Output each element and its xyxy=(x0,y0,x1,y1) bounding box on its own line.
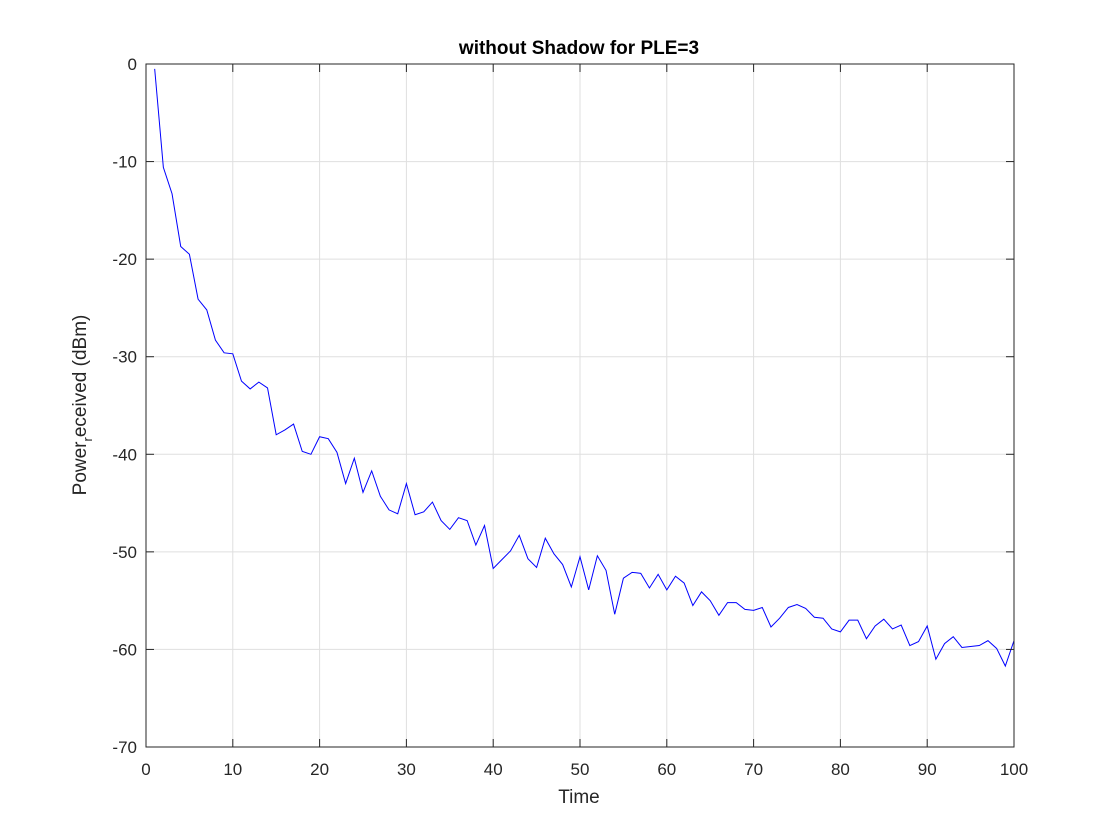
x-tick-label: 70 xyxy=(744,760,763,779)
x-tick-label: 40 xyxy=(484,760,503,779)
y-tick-label: -60 xyxy=(112,640,137,659)
y-tick-label: -10 xyxy=(112,153,137,172)
chart-title: without Shadow for PLE=3 xyxy=(458,38,699,59)
y-axis-label-main: Power xyxy=(70,441,91,496)
y-tick-label: -20 xyxy=(112,250,137,269)
series-line xyxy=(154,68,1015,668)
x-tick-label: 60 xyxy=(657,760,676,779)
x-tick-label: 0 xyxy=(141,760,150,779)
axis-ticks xyxy=(145,63,1015,748)
y-axis-label-rest: eceived (dBm) xyxy=(70,315,91,438)
x-tick-label: 10 xyxy=(223,760,242,779)
x-tick-label: 100 xyxy=(1000,760,1028,779)
x-tick-label: 20 xyxy=(310,760,329,779)
y-tick-label: -30 xyxy=(112,348,137,367)
y-tick-label: -50 xyxy=(112,543,137,562)
y-tick-label: -70 xyxy=(112,738,137,757)
y-tick-label: -40 xyxy=(112,445,137,464)
x-tick-label: 30 xyxy=(397,760,416,779)
y-axis-label: Powerreceived (dBm) xyxy=(70,315,95,496)
x-tick-label: 50 xyxy=(571,760,590,779)
x-axis-label: Time xyxy=(558,787,600,808)
y-axis-label-subscript: r xyxy=(80,436,95,441)
x-tick-label: 80 xyxy=(831,760,850,779)
y-tick-label: 0 xyxy=(128,55,137,74)
tick-labels: 0 10 20 30 40 50 60 70 80 90 100 0 -10 -20 -30 -40 -50 -6… xyxy=(112,55,1028,779)
x-tick-label: 90 xyxy=(918,760,937,779)
